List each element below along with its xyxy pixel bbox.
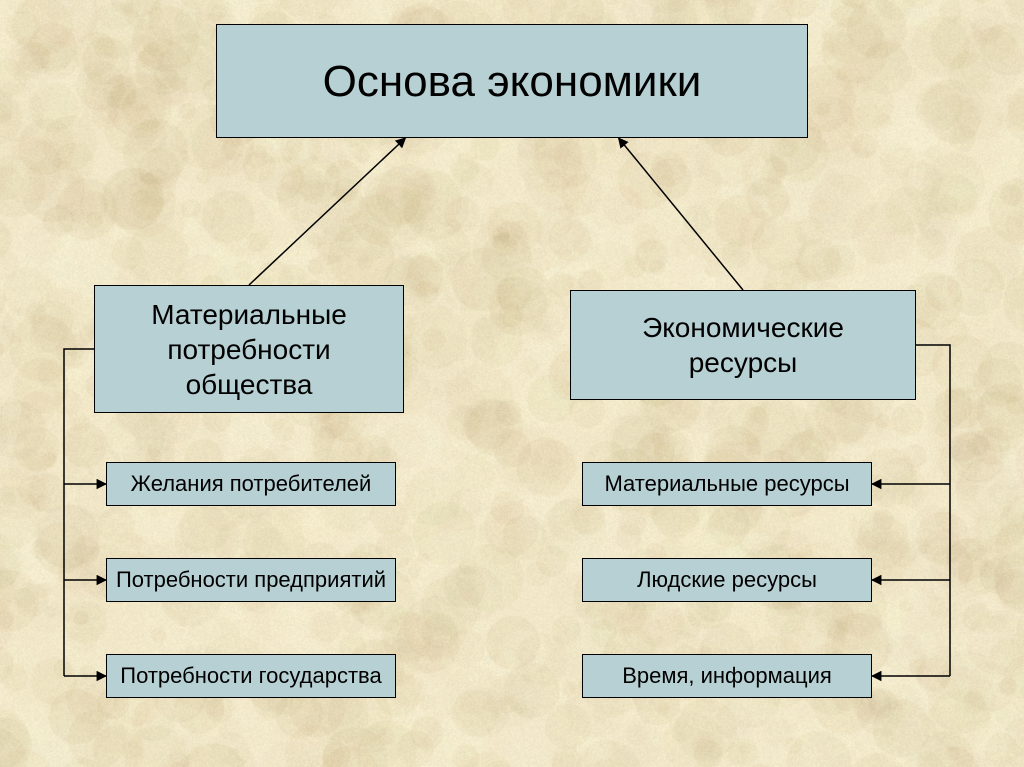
box-l3: Потребности государства — [106, 654, 396, 698]
label: Людские ресурсы — [637, 566, 817, 594]
label: Потребности предприятий — [116, 566, 386, 594]
label: Основа экономики — [323, 54, 702, 109]
box-r3: Время, информация — [582, 654, 872, 698]
label: Материальныепотребностиобщества — [151, 297, 347, 402]
box-right-main: Экономическиересурсы — [570, 290, 916, 400]
label: Материальные ресурсы — [604, 470, 849, 498]
label: Желания потребителей — [131, 470, 372, 498]
box-left-main: Материальныепотребностиобщества — [94, 285, 404, 413]
box-l1: Желания потребителей — [106, 462, 396, 506]
box-r1: Материальные ресурсы — [582, 462, 872, 506]
box-r2: Людские ресурсы — [582, 558, 872, 602]
label: Потребности государства — [120, 662, 381, 690]
box-l2: Потребности предприятий — [106, 558, 396, 602]
box-root: Основа экономики — [216, 24, 808, 138]
label: Экономическиересурсы — [642, 310, 844, 380]
label: Время, информация — [622, 662, 832, 690]
diagram-content: Основа экономики Материальныепотребности… — [0, 0, 1024, 767]
